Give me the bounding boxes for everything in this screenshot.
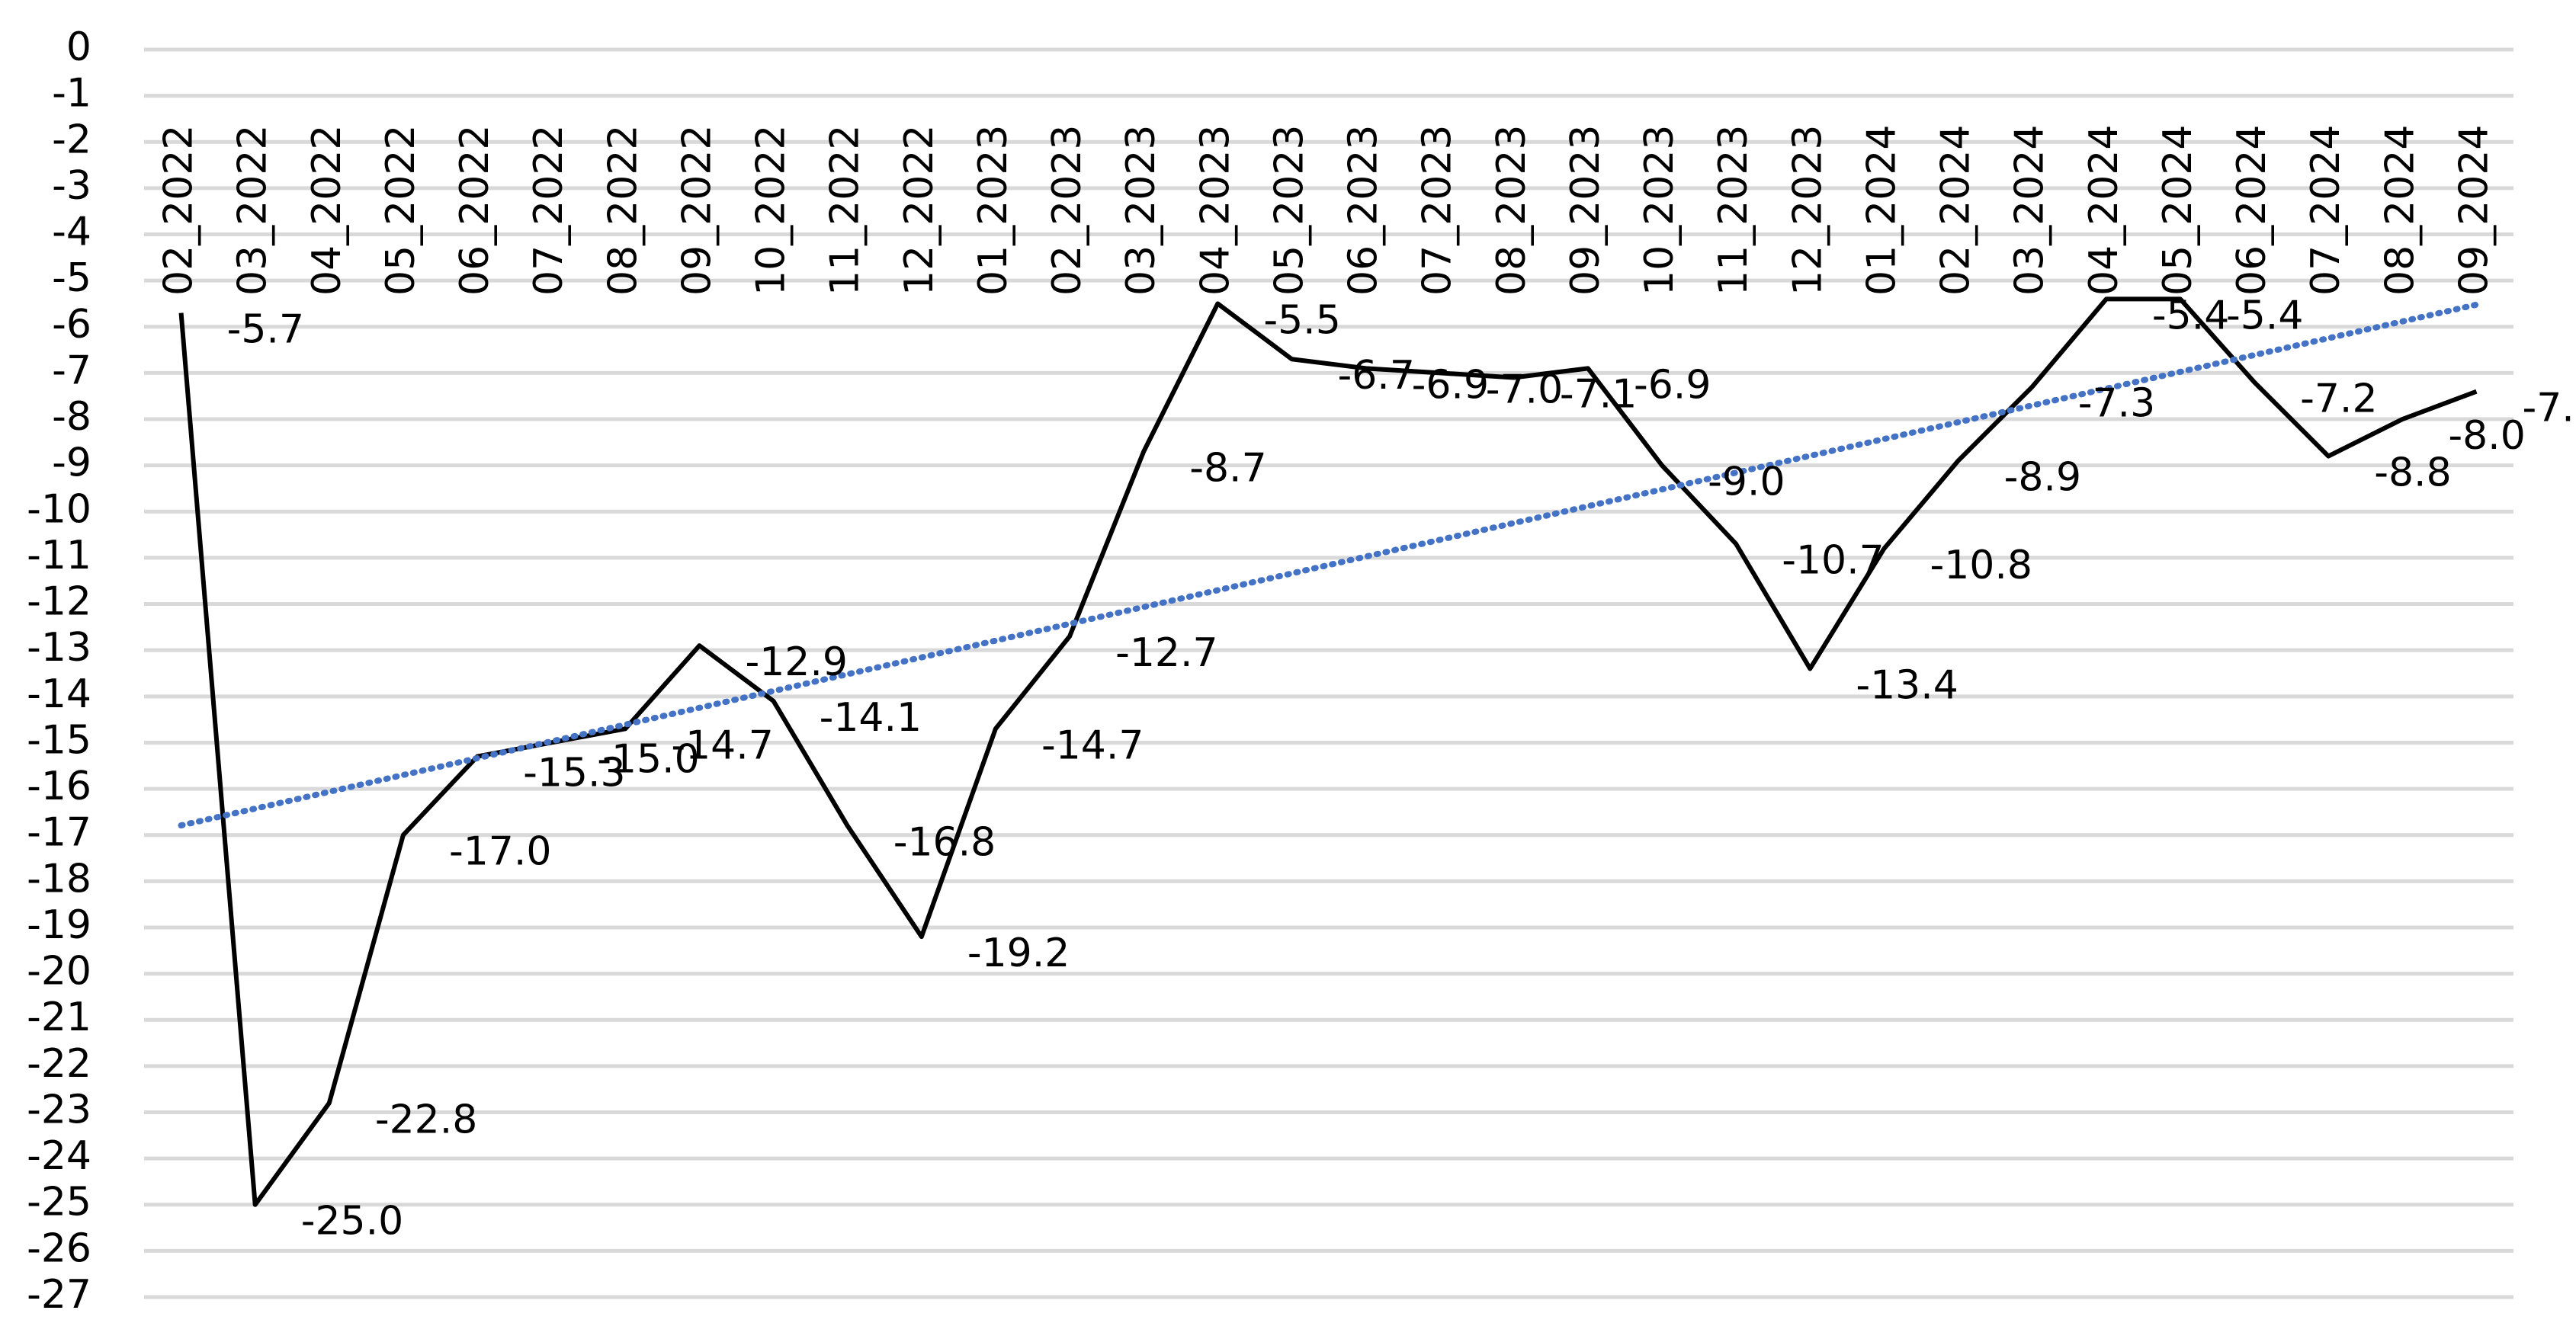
y-tick-label: -14 <box>27 671 91 717</box>
data-label: -16.8 <box>893 820 996 866</box>
data-label: -7.2 <box>2300 376 2377 422</box>
x-tick-label: 09_2023 <box>1563 124 1609 296</box>
x-tick-label: 09_2024 <box>2451 124 2497 296</box>
y-tick-label: -26 <box>27 1225 91 1271</box>
x-tick-label: 01_2023 <box>970 124 1016 296</box>
x-tick-label: 09_2022 <box>674 124 720 296</box>
x-tick-label: 03_2022 <box>230 124 276 296</box>
x-tick-label: 02_2023 <box>1044 124 1090 296</box>
y-tick-label: -8 <box>52 394 91 440</box>
y-tick-label: -2 <box>52 117 91 162</box>
data-label: -5.7 <box>227 307 304 353</box>
x-tick-label: 03_2023 <box>1118 124 1164 296</box>
x-tick-label: 08_2023 <box>1489 124 1535 296</box>
y-tick-label: -9 <box>52 440 91 486</box>
data-label: -7.3 <box>2078 381 2155 427</box>
x-tick-label: 11_2023 <box>1711 124 1756 296</box>
data-label: -6.9 <box>1634 362 1711 408</box>
y-tick-label: -22 <box>27 1041 91 1087</box>
y-tick-label: -18 <box>27 856 91 902</box>
y-tick-label: -19 <box>27 902 91 948</box>
data-label: -8.8 <box>2374 450 2451 496</box>
data-label: -14.1 <box>820 695 922 741</box>
x-tick-label: 07_2023 <box>1415 124 1461 296</box>
y-tick-label: -7 <box>52 348 91 393</box>
x-tick-label: 08_2024 <box>2377 124 2423 296</box>
y-tick-label: -27 <box>27 1272 91 1318</box>
y-tick-label: 0 <box>66 24 91 70</box>
y-tick-label: -1 <box>52 71 91 117</box>
data-label: -12.7 <box>1115 630 1218 676</box>
trendline <box>178 301 2480 829</box>
x-tick-label: 06_2023 <box>1341 124 1387 296</box>
data-label: -9.0 <box>1708 460 1785 505</box>
x-tick-label: 03_2024 <box>2007 124 2053 296</box>
y-tick-label: -4 <box>52 210 91 255</box>
y-tick-label: -12 <box>27 579 91 625</box>
y-tick-label: -21 <box>27 995 91 1040</box>
data-label: -7.4 <box>2522 386 2576 431</box>
y-tick-label: -17 <box>27 810 91 856</box>
x-tick-label: 06_2024 <box>2229 124 2275 296</box>
x-tick-label: 05_2022 <box>378 124 424 296</box>
y-tick-label: -3 <box>52 163 91 209</box>
data-label: -10.7 <box>1782 538 1885 584</box>
x-tick-label: 07_2022 <box>526 124 572 296</box>
y-tick-label: -20 <box>27 949 91 995</box>
x-tick-label: 02_2024 <box>1933 124 1979 296</box>
y-tick-label: -24 <box>27 1133 91 1179</box>
data-label: -5.5 <box>1263 297 1340 343</box>
x-tick-label: 05_2023 <box>1266 124 1312 296</box>
data-label: -8.7 <box>1189 445 1266 491</box>
data-label: -12.9 <box>745 639 848 685</box>
data-label: -15.3 <box>523 751 626 796</box>
x-tick-label: 04_2022 <box>304 124 350 296</box>
y-tick-label: -10 <box>27 486 91 532</box>
data-label: -5.4 <box>2226 293 2303 338</box>
data-label: -10.8 <box>1930 543 2032 588</box>
x-tick-label: 12_2022 <box>897 124 942 296</box>
data-label: -6.9 <box>1412 362 1489 408</box>
x-tick-label: 08_2022 <box>600 124 646 296</box>
data-label: -7.0 <box>1486 367 1563 412</box>
y-tick-label: -15 <box>27 717 91 763</box>
y-tick-label: -6 <box>52 302 91 348</box>
x-tick-label: 10_2022 <box>749 124 794 296</box>
x-tick-label: 12_2023 <box>1785 124 1830 296</box>
data-label: -19.2 <box>967 931 1070 976</box>
y-tick-label: -16 <box>27 764 91 809</box>
data-label: -7.1 <box>1560 371 1637 417</box>
data-label: -13.4 <box>1856 662 1958 708</box>
x-tick-label: 05_2024 <box>2155 124 2201 296</box>
data-label: -25.0 <box>301 1199 404 1245</box>
x-tick-label: 06_2022 <box>452 124 498 296</box>
x-tick-label: 04_2024 <box>2081 124 2127 296</box>
x-tick-label: 02_2022 <box>156 124 202 296</box>
x-tick-label: 01_2024 <box>1859 124 1904 296</box>
data-label: -6.7 <box>1337 353 1414 399</box>
y-tick-label: -5 <box>52 255 91 301</box>
x-tick-label: 07_2024 <box>2303 124 2349 296</box>
y-tick-label: -11 <box>27 533 91 578</box>
data-label: -17.0 <box>449 829 552 875</box>
y-tick-label: -13 <box>27 625 91 671</box>
data-label: -22.8 <box>375 1097 478 1142</box>
data-label: -14.7 <box>671 722 774 768</box>
data-label: -8.9 <box>2004 455 2081 501</box>
x-tick-label: 04_2023 <box>1192 124 1238 296</box>
data-label: -5.4 <box>2152 293 2229 338</box>
x-tick-label: 11_2022 <box>823 124 868 296</box>
y-tick-label: -23 <box>27 1087 91 1132</box>
data-label: -15.0 <box>597 736 700 782</box>
data-label: -14.7 <box>1041 722 1144 768</box>
x-tick-label: 10_2023 <box>1637 124 1683 296</box>
y-tick-label: -25 <box>27 1180 91 1225</box>
data-label: -8.0 <box>2448 413 2525 459</box>
